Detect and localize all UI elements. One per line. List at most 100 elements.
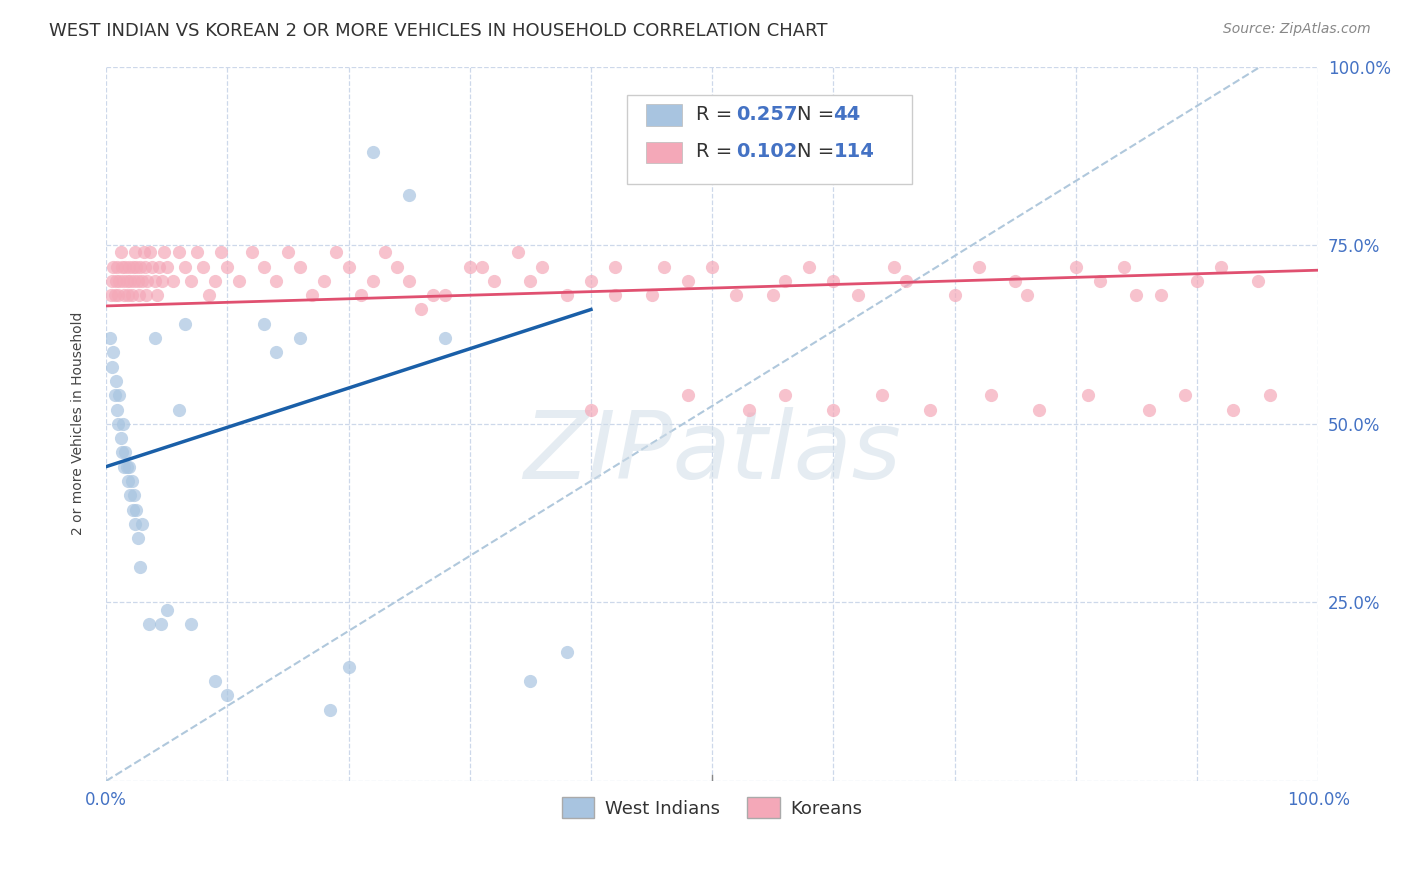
Point bbox=[361, 274, 384, 288]
Point bbox=[122, 274, 145, 288]
Point bbox=[1125, 288, 1147, 302]
Text: 44: 44 bbox=[834, 105, 860, 124]
Point bbox=[531, 260, 554, 274]
Text: Source: ZipAtlas.com: Source: ZipAtlas.com bbox=[1223, 22, 1371, 37]
Point bbox=[122, 488, 145, 502]
Point bbox=[349, 288, 371, 302]
Point bbox=[101, 359, 124, 374]
Text: N =: N = bbox=[797, 105, 841, 124]
Point bbox=[217, 688, 239, 702]
Point bbox=[103, 345, 125, 359]
Point bbox=[120, 488, 142, 502]
Point bbox=[103, 388, 125, 402]
Point bbox=[579, 402, 602, 417]
Point bbox=[482, 274, 505, 288]
Point bbox=[108, 388, 131, 402]
Text: R =: R = bbox=[696, 105, 740, 124]
Point bbox=[153, 245, 176, 260]
Point bbox=[894, 274, 917, 288]
Point bbox=[434, 331, 457, 345]
Point bbox=[110, 245, 132, 260]
Text: 114: 114 bbox=[834, 142, 875, 161]
Point bbox=[104, 274, 127, 288]
Point bbox=[1211, 260, 1233, 274]
Point bbox=[555, 288, 578, 302]
Point bbox=[105, 260, 128, 274]
Point bbox=[605, 288, 627, 302]
Point bbox=[173, 317, 195, 331]
Point bbox=[124, 516, 146, 531]
Text: 0.102: 0.102 bbox=[737, 142, 797, 161]
Point bbox=[173, 260, 195, 274]
Point bbox=[148, 260, 170, 274]
Point bbox=[1150, 288, 1173, 302]
Point bbox=[725, 288, 748, 302]
Point bbox=[967, 260, 990, 274]
Point bbox=[508, 245, 530, 260]
Point bbox=[385, 260, 408, 274]
Point bbox=[702, 260, 724, 274]
Point bbox=[240, 245, 263, 260]
Point bbox=[204, 673, 226, 688]
Point bbox=[870, 388, 893, 402]
Point bbox=[773, 274, 796, 288]
Point bbox=[115, 274, 138, 288]
Point bbox=[264, 274, 287, 288]
Point bbox=[127, 274, 149, 288]
Point bbox=[120, 274, 142, 288]
Point bbox=[103, 260, 125, 274]
Point bbox=[146, 288, 169, 302]
Point bbox=[124, 245, 146, 260]
Point bbox=[1004, 274, 1026, 288]
Point bbox=[471, 260, 494, 274]
Point bbox=[1064, 260, 1087, 274]
Point bbox=[228, 274, 250, 288]
Point bbox=[398, 188, 420, 202]
Point bbox=[943, 288, 966, 302]
Point bbox=[1174, 388, 1197, 402]
Point bbox=[104, 374, 127, 388]
Text: 0.257: 0.257 bbox=[737, 105, 799, 124]
Point bbox=[1258, 388, 1281, 402]
Point bbox=[314, 274, 336, 288]
Point bbox=[217, 260, 239, 274]
Bar bbox=[645, 104, 682, 126]
Point bbox=[100, 288, 122, 302]
Point bbox=[108, 274, 131, 288]
Point bbox=[121, 502, 143, 516]
Point bbox=[112, 417, 135, 431]
Point bbox=[398, 274, 420, 288]
Point bbox=[156, 260, 179, 274]
Point bbox=[167, 402, 190, 417]
Point bbox=[846, 288, 869, 302]
Point bbox=[107, 288, 129, 302]
Point bbox=[114, 445, 136, 459]
Point bbox=[127, 531, 149, 545]
Point bbox=[1114, 260, 1136, 274]
Point bbox=[579, 274, 602, 288]
Point bbox=[134, 260, 156, 274]
Point bbox=[128, 288, 150, 302]
Point bbox=[337, 260, 360, 274]
Point bbox=[112, 459, 135, 474]
Point bbox=[136, 274, 159, 288]
Point bbox=[253, 317, 276, 331]
Point bbox=[209, 245, 232, 260]
Point bbox=[640, 288, 662, 302]
Text: R =: R = bbox=[696, 142, 740, 161]
Point bbox=[132, 245, 155, 260]
Point bbox=[191, 260, 214, 274]
Point bbox=[264, 345, 287, 359]
Point bbox=[773, 388, 796, 402]
Point bbox=[1028, 402, 1050, 417]
Point bbox=[103, 288, 125, 302]
Point bbox=[112, 288, 135, 302]
Point bbox=[121, 288, 143, 302]
Point bbox=[121, 260, 143, 274]
Point bbox=[118, 459, 141, 474]
Point bbox=[138, 616, 160, 631]
Point bbox=[980, 388, 1002, 402]
Point bbox=[143, 331, 166, 345]
Point bbox=[555, 645, 578, 659]
Point bbox=[374, 245, 396, 260]
